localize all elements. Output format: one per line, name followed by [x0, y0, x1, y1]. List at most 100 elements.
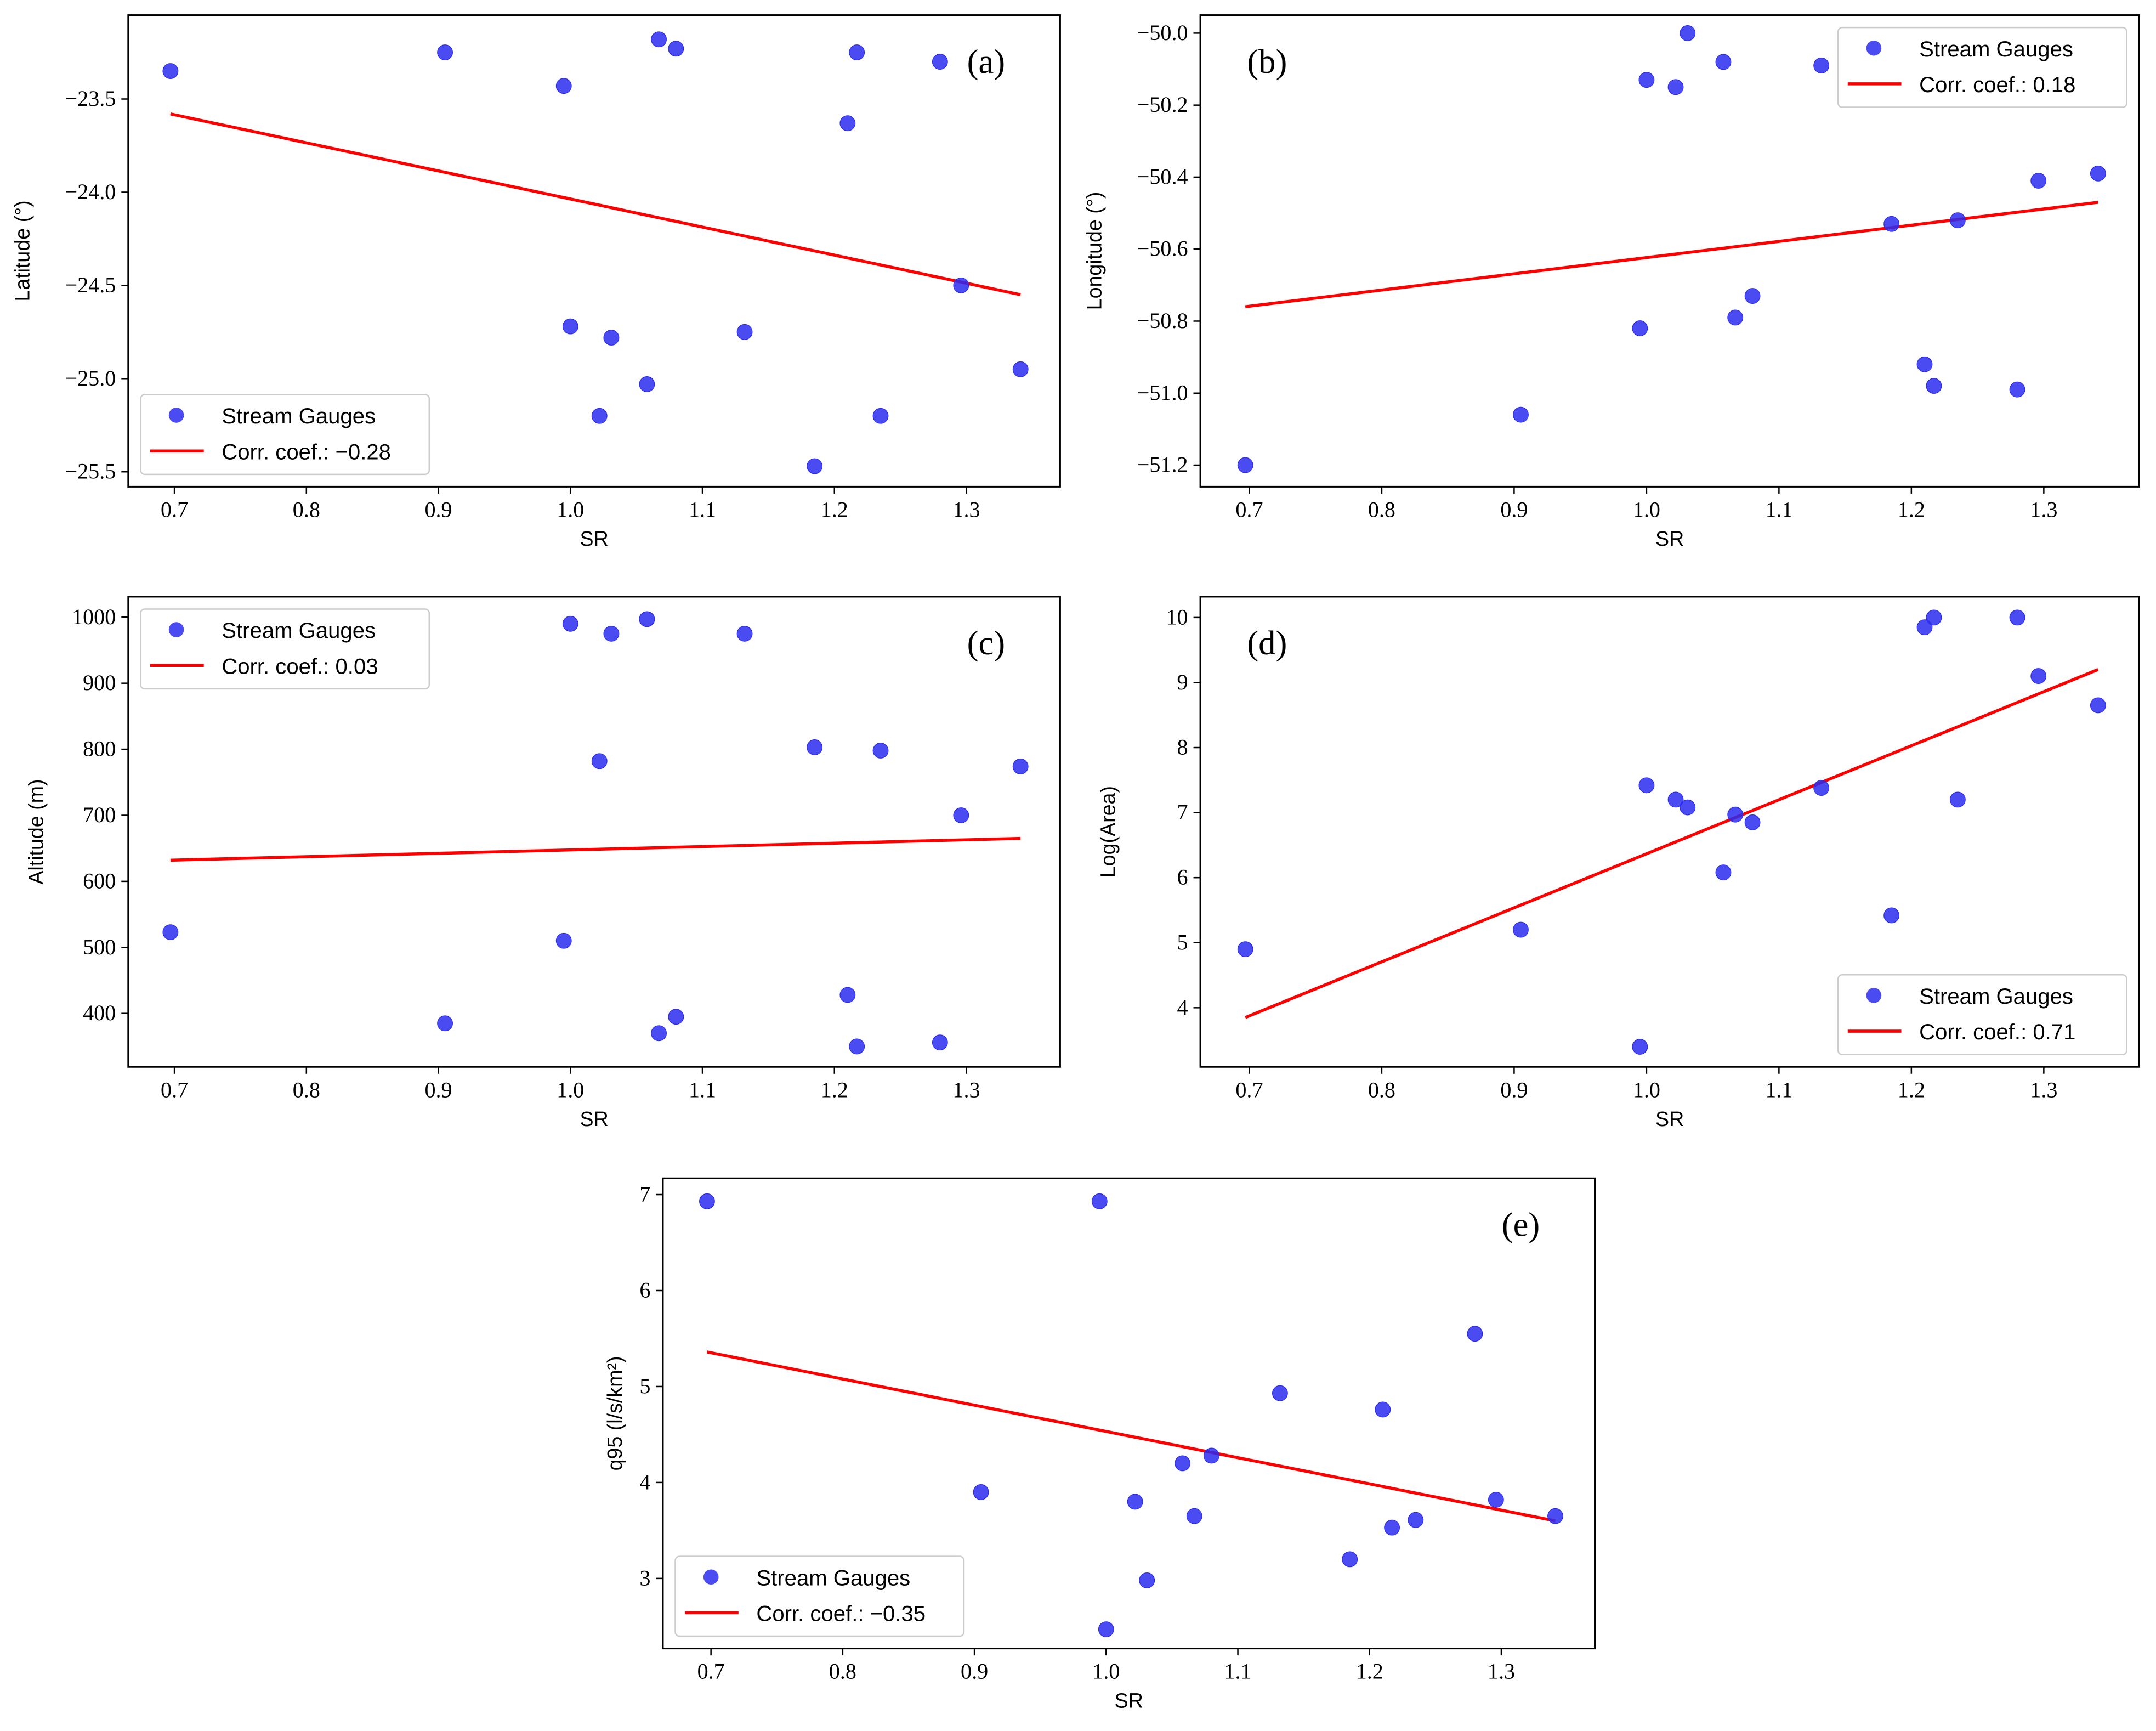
data-point [1926, 609, 1942, 626]
y-tick-label: −24.0 [65, 179, 116, 204]
data-point [1384, 1519, 1400, 1536]
data-point [1091, 1193, 1108, 1209]
y-axis-label: Log(Area) [1097, 786, 1120, 878]
data-point [1547, 1508, 1563, 1524]
x-tick-label: 0.8 [829, 1659, 856, 1684]
data-point [2090, 165, 2106, 182]
x-tick-label: 0.8 [1368, 497, 1395, 522]
panel-b: 0.7 0.8 0.9 1.0 1.1 1.2 1.3 −50.0 −50.2 −50.4 −50.… [1083, 14, 2140, 550]
data-point [651, 1025, 667, 1042]
legend-label-points: Stream Gauges [222, 404, 376, 428]
data-point [1949, 212, 1966, 229]
x-tick-label: 0.7 [1235, 497, 1263, 522]
axes-frame [662, 1177, 1596, 1650]
panel-label: (b) [1247, 42, 1287, 81]
legend-box [140, 394, 430, 476]
data-point [839, 987, 856, 1003]
x-tick-label: 0.7 [161, 497, 188, 522]
y-tick-label: 4 [1177, 995, 1188, 1020]
axes-frame [1199, 596, 2140, 1068]
data-point [603, 330, 620, 346]
data-point [736, 625, 753, 642]
data-point [639, 376, 655, 392]
fit-line [1245, 668, 2099, 1019]
fit-line [1245, 201, 2098, 308]
legend-label-fit: Corr. coef.: −0.35 [756, 1602, 926, 1626]
y-tick-label: 3 [639, 1565, 650, 1590]
legend-box [140, 608, 430, 690]
data-point [1186, 1508, 1202, 1524]
legend-marker-icon [168, 408, 184, 423]
y-tick-label: 5 [1177, 930, 1188, 954]
fit-line [170, 836, 1021, 862]
x-tick-label: 1.1 [1765, 1077, 1792, 1102]
legend-marker-icon [1866, 40, 1882, 56]
x-tick-label: 1.2 [1898, 1077, 1925, 1102]
x-tick-label: 0.9 [961, 1659, 988, 1684]
data-point [2009, 609, 2025, 626]
y-tick-label: 500 [83, 935, 116, 959]
data-point [1680, 25, 1696, 41]
panel-label: (e) [1502, 1206, 1540, 1244]
data-point [1175, 1455, 1191, 1472]
x-tick-label: 1.0 [1092, 1659, 1120, 1684]
fit-line [706, 1350, 1556, 1523]
legend-marker-icon [168, 622, 184, 637]
data-point [1680, 799, 1696, 816]
data-point [1342, 1551, 1358, 1568]
x-tick-label: 1.2 [821, 1077, 848, 1102]
data-point [668, 1009, 684, 1025]
legend-label-points: Stream Gauges [756, 1566, 910, 1590]
x-axis-label: SR [1655, 1107, 1684, 1130]
legend-box [1837, 974, 2127, 1055]
data-point [1949, 791, 1966, 808]
x-tick-label: 1.0 [1633, 497, 1660, 522]
y-tick-label: −51.2 [1137, 452, 1188, 477]
x-tick-label: 0.7 [697, 1659, 725, 1684]
data-point [1467, 1326, 1483, 1342]
data-point [1272, 1385, 1288, 1401]
x-tick-label: 0.9 [1500, 1077, 1528, 1102]
x-tick-label: 0.7 [161, 1077, 188, 1102]
data-point [562, 615, 578, 632]
legend-label-points: Stream Gauges [1919, 985, 2073, 1009]
x-tick-label: 1.3 [952, 497, 980, 522]
data-point [1883, 216, 1900, 232]
data-point [1632, 320, 1648, 337]
y-tick-label: 7 [1177, 800, 1188, 824]
x-tick-label: 0.9 [424, 497, 452, 522]
y-tick-label: −25.5 [65, 459, 116, 484]
y-tick-label: −51.0 [1137, 380, 1188, 405]
data-point [699, 1193, 715, 1209]
x-tick-label: 1.0 [1633, 1077, 1660, 1102]
data-point [1813, 58, 1830, 73]
data-point [1883, 907, 1900, 924]
y-axis-label: Latitude (°) [10, 200, 33, 301]
legend: Stream Gauges Corr. coef.: −0.35 [674, 1555, 965, 1637]
x-tick-label: 0.8 [293, 1077, 320, 1102]
y-tick-label: 7 [639, 1182, 650, 1207]
legend-label-points: Stream Gauges [1919, 37, 2073, 61]
x-tick-label: 1.3 [1488, 1659, 1515, 1684]
data-point [1727, 806, 1744, 823]
axes-frame [127, 596, 1061, 1068]
legend-label-fit: Corr. coef.: −0.28 [222, 440, 391, 464]
data-point [1667, 79, 1684, 95]
y-tick-label: −50.2 [1137, 92, 1188, 117]
panel-label: (c) [967, 624, 1006, 662]
data-point [872, 408, 889, 424]
x-tick-label: 1.3 [2030, 1077, 2057, 1102]
data-point [1513, 406, 1529, 423]
panel-a: 0.7 0.8 0.9 1.0 1.1 1.2 1.3 −23.5 −24.0 −24.5 −25.… [10, 14, 1061, 550]
y-tick-label: −25.0 [65, 366, 116, 391]
panel-c: 0.7 0.8 0.9 1.0 1.1 1.2 1.3 1000 900 800 700 600 500… [24, 596, 1061, 1130]
panel-d: 0.7 0.8 0.9 1.0 1.1 1.2 1.3 10 9 8 7 6 5 4 SR Log(Area)… [1097, 596, 2140, 1130]
x-tick-label: 1.1 [1765, 497, 1792, 522]
data-point [1638, 777, 1655, 794]
y-axis-label: Altitude (m) [24, 779, 47, 884]
data-point [1127, 1494, 1143, 1510]
data-point [1715, 864, 1732, 881]
x-tick-label: 0.8 [1368, 1077, 1395, 1102]
data-point [1012, 361, 1029, 377]
